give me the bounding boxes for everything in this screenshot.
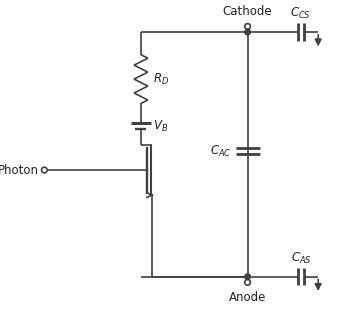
- Circle shape: [245, 279, 250, 285]
- Text: Anode: Anode: [229, 291, 266, 304]
- Circle shape: [245, 29, 250, 35]
- Circle shape: [245, 274, 250, 279]
- Text: $R_D$: $R_D$: [153, 72, 169, 87]
- Text: $C_{AC}$: $C_{AC}$: [210, 144, 232, 159]
- Circle shape: [41, 167, 47, 173]
- Text: $V_B$: $V_B$: [153, 118, 168, 134]
- Text: $C_{AS}$: $C_{AS}$: [290, 251, 311, 266]
- Text: Photon: Photon: [0, 163, 39, 176]
- Circle shape: [245, 24, 250, 29]
- Text: Cathode: Cathode: [223, 5, 272, 18]
- Text: $C_{CS}$: $C_{CS}$: [290, 6, 311, 21]
